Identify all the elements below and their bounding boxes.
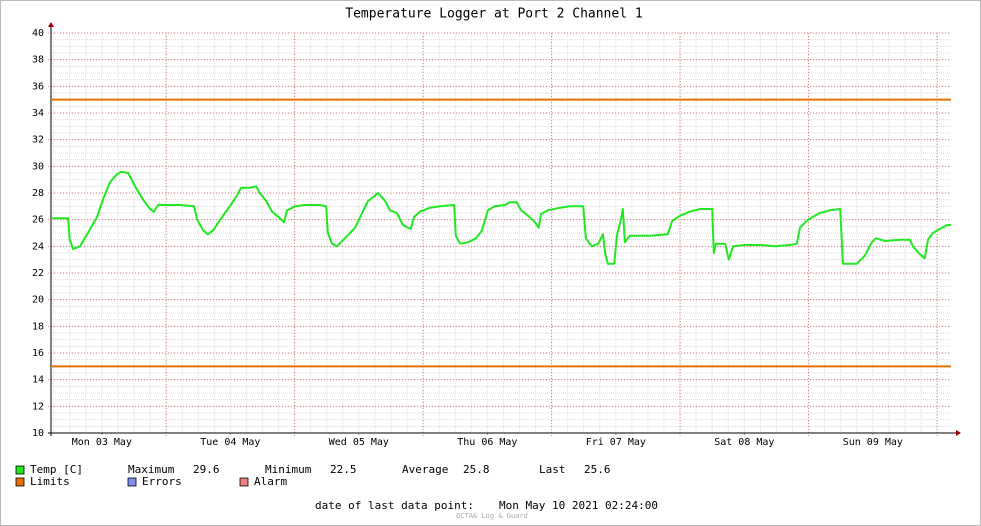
y-tick-label: 32	[32, 135, 44, 146]
stat-value: 25.6	[584, 463, 611, 476]
legend-swatch	[15, 465, 25, 475]
x-tick-label: Mon 03 May	[72, 437, 132, 448]
x-tick-label: Sun 09 May	[843, 437, 903, 448]
legend-label: Limits	[30, 475, 70, 488]
axis-arrow	[956, 430, 961, 436]
footer-label: date of last data point:	[315, 499, 474, 512]
footer-value: Mon May 10 2021 02:24:00	[499, 499, 658, 512]
stat-value: 25.8	[463, 463, 490, 476]
legend-label: Alarm	[254, 475, 287, 488]
legend-swatch	[15, 477, 25, 487]
data-line	[51, 170, 951, 265]
legend-label: Temp [C]	[30, 463, 83, 476]
legend-swatch	[239, 477, 249, 487]
watermark: OCTA& Log & Guard	[456, 512, 528, 520]
legend-label: Errors	[142, 475, 182, 488]
y-tick-label: 26	[32, 215, 44, 226]
y-tick-label: 20	[32, 295, 44, 306]
y-tick-label: 30	[32, 161, 44, 172]
y-tick-label: 18	[32, 321, 44, 332]
x-tick-label: Thu 06 May	[457, 437, 517, 448]
y-tick-label: 12	[32, 401, 44, 412]
y-tick-label: 14	[32, 375, 44, 386]
stat-label: Minimum	[265, 463, 312, 476]
y-tick-label: 16	[32, 348, 44, 359]
y-tick-label: 40	[32, 28, 44, 39]
chart-title: Temperature Logger at Port 2 Channel 1	[345, 7, 642, 22]
stat-value: 22.5	[330, 463, 357, 476]
axis-arrow	[48, 22, 54, 27]
x-tick-label: Fri 07 May	[586, 437, 646, 448]
y-tick-label: 24	[32, 241, 44, 252]
y-tick-label: 36	[32, 81, 44, 92]
y-tick-label: 38	[32, 55, 44, 66]
x-tick-label: Sat 08 May	[714, 437, 774, 448]
x-tick-label: Wed 05 May	[329, 437, 389, 448]
y-tick-label: 10	[32, 428, 44, 439]
stat-value: 29.6	[193, 463, 220, 476]
legend-swatch	[127, 477, 137, 487]
x-tick-label: Tue 04 May	[200, 437, 260, 448]
stat-label: Average	[402, 463, 448, 476]
y-tick-label: 22	[32, 268, 44, 279]
stat-label: Maximum	[128, 463, 175, 476]
y-tick-label: 34	[32, 108, 44, 119]
y-tick-label: 28	[32, 188, 44, 199]
stat-label: Last	[539, 463, 566, 476]
